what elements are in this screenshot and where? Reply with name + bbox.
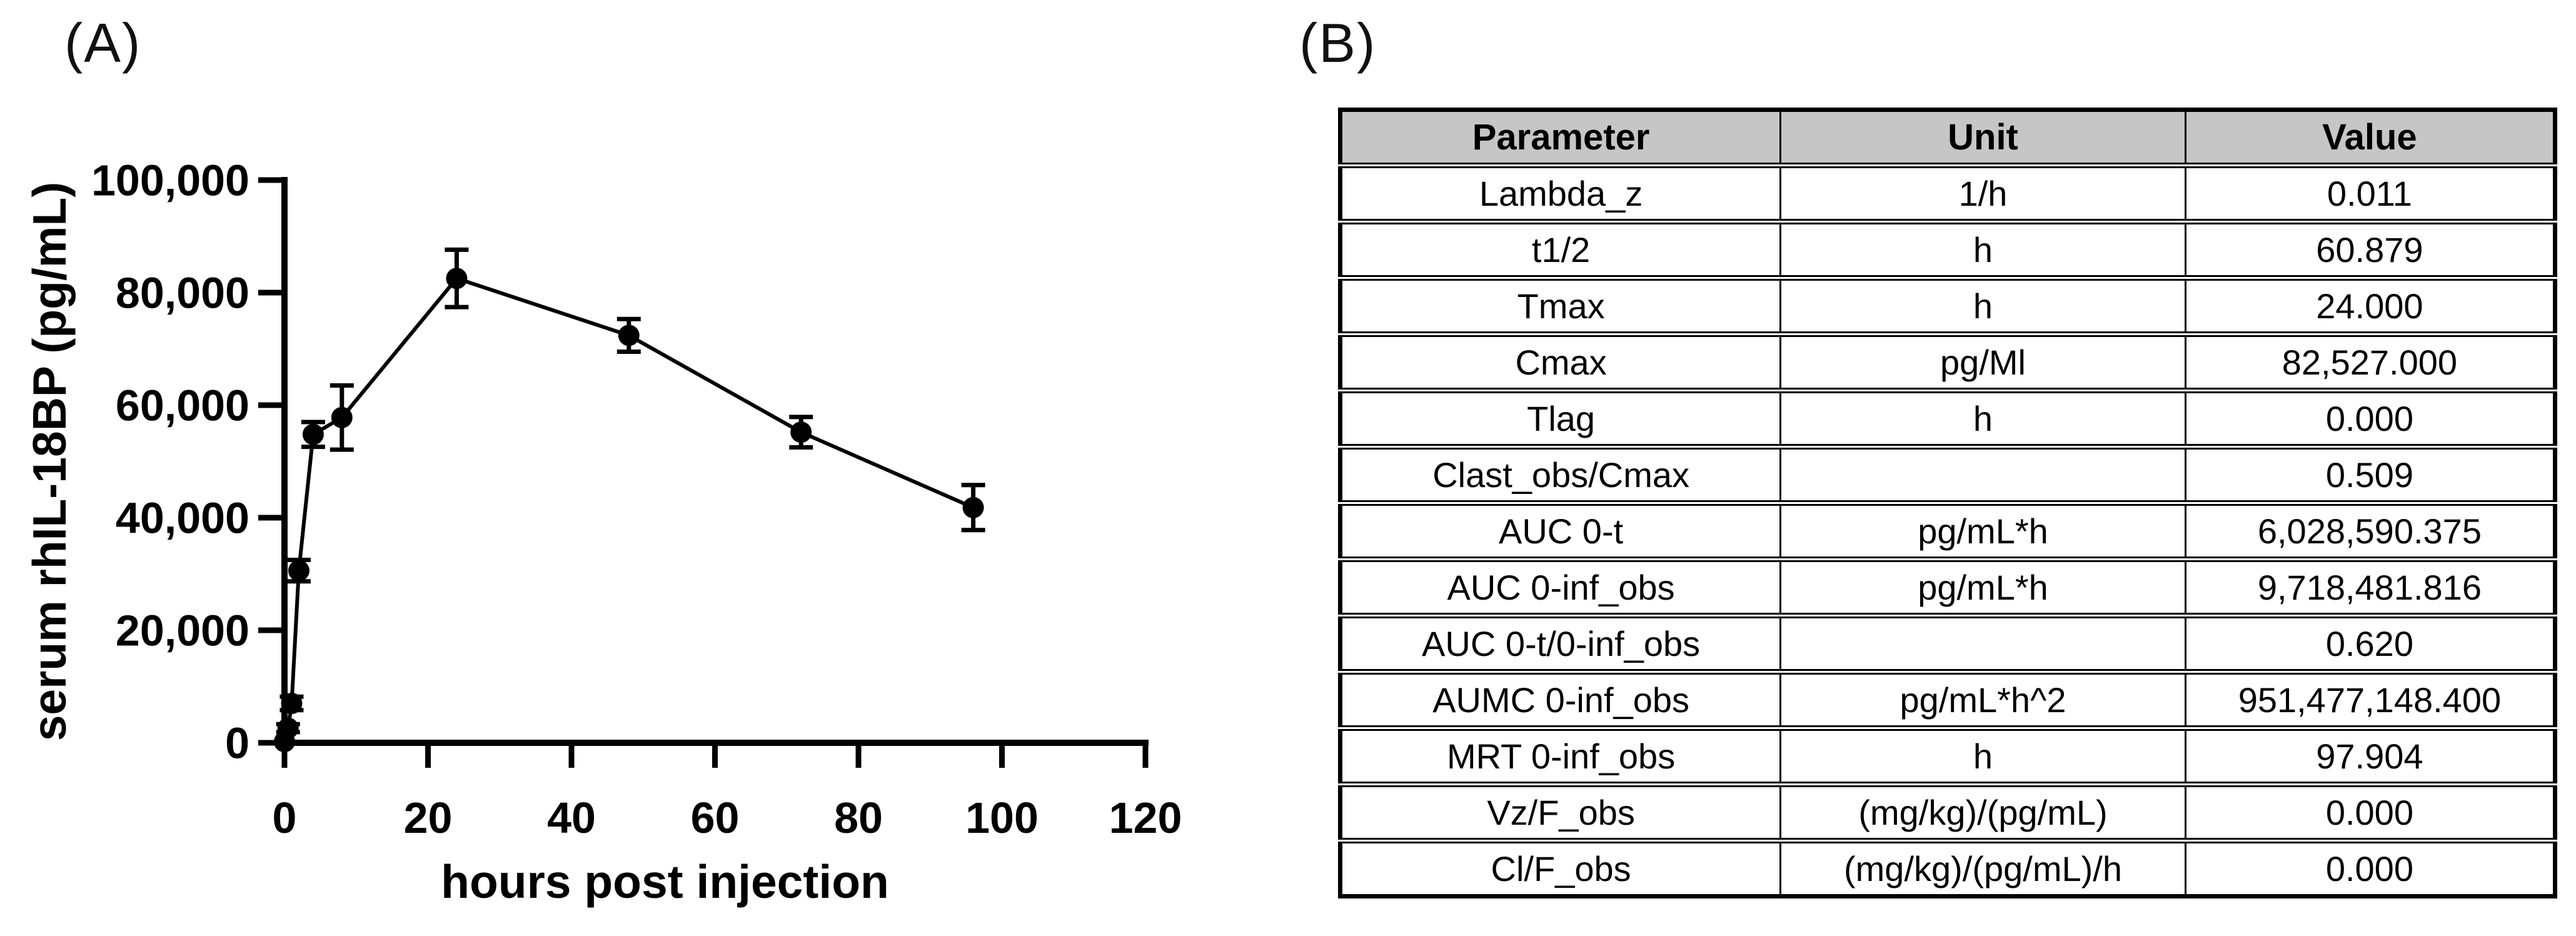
- table-row: Lambda_z 1/h 0.011: [1339, 165, 2557, 224]
- table-cell: 0.000: [2184, 784, 2557, 843]
- table-row: Vz/F_obs (mg/kg)/(pg/mL) 0.000: [1339, 784, 2557, 843]
- y-tick-label: 40,000: [116, 494, 249, 543]
- data-point-marker: [331, 406, 353, 428]
- table-row: Tlag h 0.000: [1339, 390, 2557, 450]
- table-cell: h: [1779, 390, 2186, 450]
- table-cell: 1/h: [1779, 165, 2186, 224]
- table-cell: 0.011: [2184, 165, 2557, 224]
- table-header-row: Parameter Unit Value: [1339, 109, 2557, 168]
- x-tick-label: 20: [404, 793, 453, 842]
- table-cell: 0.000: [2184, 840, 2557, 898]
- table-cell: h: [1779, 278, 2186, 337]
- table-row: Clast_obs/Cmax 0.509: [1339, 446, 2557, 506]
- panel-b-label: (B): [1299, 12, 1377, 74]
- table-body: Lambda_z 1/h 0.011 t1/2 h 60.879 Tmax h 24.000 Cm…: [1339, 165, 2557, 898]
- data-point-marker: [962, 496, 984, 518]
- table-cell: [1779, 446, 2186, 506]
- table-row: Tmax h 24.000: [1339, 278, 2557, 337]
- table-cell: AUC 0-inf_obs: [1339, 559, 1782, 618]
- table-cell: 951,477,148.400: [2184, 672, 2557, 731]
- table-cell: MRT 0-inf_obs: [1339, 728, 1782, 787]
- table-row: MRT 0-inf_obs h 97.904: [1339, 728, 2557, 787]
- table-cell: h: [1779, 728, 2186, 787]
- data-point-marker: [277, 717, 299, 739]
- table-row: t1/2 h 60.879: [1339, 221, 2557, 281]
- y-tick-label: 60,000: [116, 381, 249, 430]
- x-tick-label: 120: [1109, 793, 1182, 842]
- pk-concentration-chart: 0 20,000 40,000 60,000 80,000 100,000 0 20 40 60 8…: [23, 156, 1182, 908]
- table-cell: 0.000: [2184, 390, 2557, 450]
- table-row: Cmax pg/Ml 82,527.000: [1339, 334, 2557, 393]
- table-cell: h: [1779, 221, 2186, 281]
- table-header-cell: Value: [2184, 109, 2557, 168]
- table-row: Cl/F_obs (mg/kg)/(pg/mL)/h 0.000: [1339, 840, 2557, 898]
- table-header-cell: Parameter: [1339, 109, 1782, 168]
- data-point-marker: [790, 421, 812, 443]
- x-axis-title: hours post injection: [441, 855, 889, 908]
- table-cell: 60.879: [2184, 221, 2557, 281]
- x-tick-label: 0: [273, 793, 297, 842]
- table-header-cell: Unit: [1779, 109, 2186, 168]
- table-cell: Lambda_z: [1339, 165, 1782, 224]
- table-row: AUC 0-t/0-inf_obs 0.620: [1339, 615, 2557, 675]
- table-row: AUMC 0-inf_obs pg/mL*h^2 951,477,148.400: [1339, 672, 2557, 731]
- table-cell: 24.000: [2184, 278, 2557, 337]
- x-tick-label: 60: [691, 793, 740, 842]
- table-cell: 82,527.000: [2184, 334, 2557, 393]
- table-cell: AUMC 0-inf_obs: [1339, 672, 1782, 731]
- table-cell: AUC 0-t: [1339, 503, 1782, 562]
- data-point-marker: [618, 325, 640, 346]
- data-point-marker: [281, 693, 303, 714]
- table-cell: Vz/F_obs: [1339, 784, 1782, 843]
- table-head: Parameter Unit Value: [1339, 109, 2557, 168]
- table-cell: 9,718,481.816: [2184, 559, 2557, 618]
- table-cell: pg/mL*h: [1779, 559, 2186, 618]
- table-cell: 0.509: [2184, 446, 2557, 506]
- table-cell: Clast_obs/Cmax: [1339, 446, 1782, 506]
- y-axis-title: serum rhIL-18BP (pg/mL): [23, 182, 76, 742]
- panel-a-label: (A): [64, 12, 142, 74]
- table-cell: [1779, 615, 2186, 675]
- table-row: AUC 0-inf_obs pg/mL*h 9,718,481.816: [1339, 559, 2557, 618]
- table-cell: pg/Ml: [1779, 334, 2186, 393]
- y-tick-label: 100,000: [91, 156, 249, 205]
- y-tick-label: 80,000: [116, 269, 249, 318]
- table-cell: 0.620: [2184, 615, 2557, 675]
- pk-parameters-table: Parameter Unit Value Lambda_z 1/h 0.011 t1/2 h…: [1338, 108, 2557, 898]
- table-row: AUC 0-t pg/mL*h 6,028,590.375: [1339, 503, 2557, 562]
- x-tick-label: 100: [965, 793, 1039, 842]
- data-point-marker: [302, 423, 324, 445]
- table-cell: Cmax: [1339, 334, 1782, 393]
- table-cell: Tmax: [1339, 278, 1782, 337]
- x-tick-label: 40: [547, 793, 596, 842]
- table-cell: AUC 0-t/0-inf_obs: [1339, 615, 1782, 675]
- series-line: [283, 276, 974, 742]
- data-point-marker: [446, 268, 468, 289]
- table-cell: Cl/F_obs: [1339, 840, 1782, 898]
- y-tick-label: 0: [225, 719, 249, 768]
- table-cell: (mg/kg)/(pg/mL): [1779, 784, 2186, 843]
- table-cell: 97.904: [2184, 728, 2557, 787]
- table-cell: 6,028,590.375: [2184, 503, 2557, 562]
- table-cell: pg/mL*h: [1779, 503, 2186, 562]
- x-tick-label: 80: [834, 793, 883, 842]
- y-tick-label: 20,000: [116, 606, 249, 655]
- table-cell: Tlag: [1339, 390, 1782, 450]
- table-cell: t1/2: [1339, 221, 1782, 281]
- data-point-marker: [288, 560, 309, 581]
- table-cell: (mg/kg)/(pg/mL)/h: [1779, 840, 2186, 898]
- table-cell: pg/mL*h^2: [1779, 672, 2186, 731]
